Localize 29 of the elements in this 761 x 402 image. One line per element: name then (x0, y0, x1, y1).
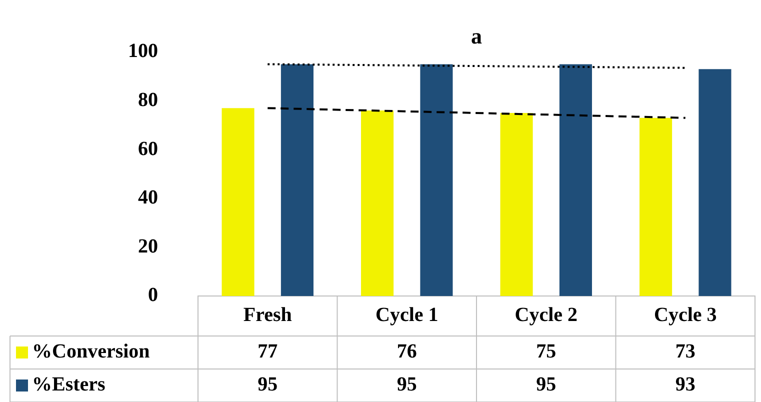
y-tick-label: 40 (138, 186, 158, 209)
bar (559, 64, 592, 296)
data-label: 95 (536, 374, 556, 396)
y-tick-label: 20 (138, 235, 158, 258)
x-tick-label: Fresh (243, 304, 292, 326)
y-tick-label: 0 (148, 284, 158, 306)
bar (698, 69, 732, 296)
data-label: 95 (396, 374, 417, 396)
y-tick-label: 60 (138, 138, 158, 160)
bar (280, 64, 314, 296)
y-tick-label: 100 (128, 40, 158, 62)
bar (222, 108, 254, 296)
data-label: 77 (258, 340, 278, 363)
x-tick-label: Cycle 2 (514, 304, 578, 326)
data-label: 73 (675, 340, 696, 363)
data-label: 75 (536, 340, 556, 363)
x-tick-label: Cycle 1 (375, 304, 438, 326)
data-label: 93 (675, 374, 696, 396)
bar (640, 118, 672, 296)
x-tick-label: Cycle 3 (654, 304, 717, 326)
bar (500, 113, 533, 296)
legend-label: %Conversion (32, 340, 150, 363)
chart-title: a (471, 24, 482, 49)
legend-label: %Esters (32, 374, 106, 396)
data-label: 76 (396, 340, 417, 363)
y-tick-label: 80 (138, 88, 158, 111)
bar (420, 64, 453, 296)
data-label: 95 (258, 374, 278, 396)
bar (361, 110, 394, 296)
